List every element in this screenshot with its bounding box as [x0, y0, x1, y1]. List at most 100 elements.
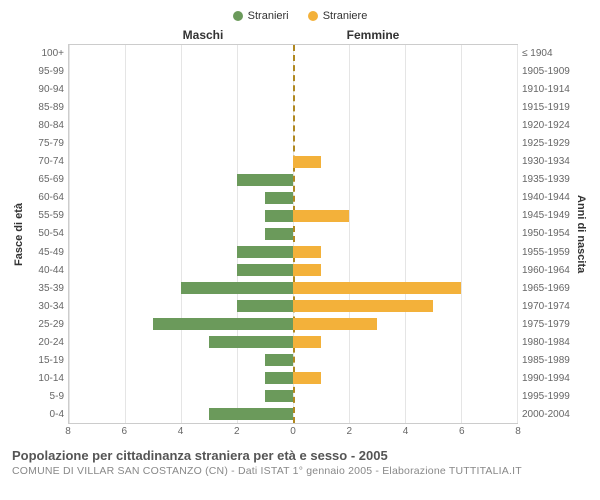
birth-tick: 1925-1929 — [522, 134, 574, 152]
y-ticks-age: 100+95-9990-9485-8980-8475-7970-7465-696… — [26, 44, 68, 424]
birth-tick: 1955-1959 — [522, 243, 574, 261]
circle-icon — [308, 11, 318, 21]
birth-tick: 1980-1984 — [522, 334, 574, 352]
age-tick: 15-19 — [26, 352, 64, 370]
age-tick: 90-94 — [26, 80, 64, 98]
age-tick: 25-29 — [26, 315, 64, 333]
pyramid-row — [69, 207, 517, 225]
age-tick: 0-4 — [26, 406, 64, 424]
pyramid-row — [69, 369, 517, 387]
pyramid-row — [69, 333, 517, 351]
pyramid-row — [69, 225, 517, 243]
age-tick: 35-39 — [26, 279, 64, 297]
legend-female: Straniere — [308, 10, 368, 22]
birth-tick: 2000-2004 — [522, 406, 574, 424]
chart-subtitle: COMUNE DI VILLAR SAN COSTANZO (CN) - Dat… — [12, 465, 588, 477]
bar-male — [237, 246, 293, 258]
birth-tick: 1985-1989 — [522, 352, 574, 370]
plot-area — [68, 44, 518, 424]
caption: Popolazione per cittadinanza straniera p… — [12, 448, 588, 477]
pyramid-row — [69, 99, 517, 117]
legend-male: Stranieri — [233, 10, 289, 22]
legend: Stranieri Straniere — [12, 10, 588, 24]
birth-tick: 1960-1964 — [522, 261, 574, 279]
birth-tick: 1910-1914 — [522, 80, 574, 98]
x-axis: 864202468 — [12, 426, 588, 440]
birth-tick: 1940-1944 — [522, 189, 574, 207]
pyramid-row — [69, 405, 517, 423]
age-tick: 80-84 — [26, 116, 64, 134]
bar-female — [293, 156, 321, 168]
x-tick: 4 — [178, 426, 184, 437]
pyramid-row — [69, 387, 517, 405]
pyramid-row — [69, 351, 517, 369]
x-tick: 4 — [403, 426, 409, 437]
age-tick: 55-59 — [26, 207, 64, 225]
chart-title: Popolazione per cittadinanza straniera p… — [12, 448, 588, 463]
bar-male — [237, 300, 293, 312]
age-tick: 60-64 — [26, 189, 64, 207]
pyramid-row — [69, 189, 517, 207]
bar-female — [293, 336, 321, 348]
age-tick: 70-74 — [26, 153, 64, 171]
birth-tick: 1975-1979 — [522, 315, 574, 333]
bar-male — [209, 408, 293, 420]
bar-female — [293, 210, 349, 222]
bar-male — [265, 228, 293, 240]
age-tick: 45-49 — [26, 243, 64, 261]
bar-female — [293, 246, 321, 258]
age-tick: 100+ — [26, 44, 64, 62]
circle-icon — [233, 11, 243, 21]
y-axis-left-label: Fasce di età — [12, 44, 26, 424]
pyramid-row — [69, 45, 517, 63]
y-ticks-birth: ≤ 19041905-19091910-19141915-19191920-19… — [518, 44, 574, 424]
legend-female-label: Straniere — [323, 10, 368, 22]
bar-male — [265, 210, 293, 222]
age-tick: 30-34 — [26, 297, 64, 315]
birth-tick: 1905-1909 — [522, 62, 574, 80]
age-tick: 20-24 — [26, 334, 64, 352]
pyramid-row — [69, 63, 517, 81]
header-female: Femmine — [288, 28, 518, 42]
x-tick: 6 — [121, 426, 127, 437]
birth-tick: 1935-1939 — [522, 171, 574, 189]
column-headers: Maschi Femmine — [12, 28, 588, 42]
bar-male — [153, 318, 293, 330]
age-tick: 40-44 — [26, 261, 64, 279]
birth-tick: ≤ 1904 — [522, 44, 574, 62]
x-tick: 8 — [65, 426, 71, 437]
birth-tick: 1970-1974 — [522, 297, 574, 315]
bar-female — [293, 372, 321, 384]
birth-tick: 1930-1934 — [522, 153, 574, 171]
header-male: Maschi — [68, 28, 288, 42]
pyramid-row — [69, 135, 517, 153]
pyramid-row — [69, 153, 517, 171]
pyramid-row — [69, 315, 517, 333]
pyramid-row — [69, 81, 517, 99]
bar-male — [265, 390, 293, 402]
age-tick: 85-89 — [26, 98, 64, 116]
gridline — [517, 45, 518, 423]
x-tick: 0 — [290, 426, 296, 437]
bar-male — [237, 174, 293, 186]
bar-male — [181, 282, 293, 294]
birth-tick: 1995-1999 — [522, 388, 574, 406]
bar-male — [265, 192, 293, 204]
bar-female — [293, 318, 377, 330]
x-tick: 2 — [234, 426, 240, 437]
bar-female — [293, 300, 433, 312]
bar-male — [209, 336, 293, 348]
legend-male-label: Stranieri — [248, 10, 289, 22]
age-tick: 75-79 — [26, 134, 64, 152]
y-axis-right-label: Anni di nascita — [574, 44, 588, 424]
age-tick: 50-54 — [26, 225, 64, 243]
pyramid-row — [69, 279, 517, 297]
age-tick: 95-99 — [26, 62, 64, 80]
birth-tick: 1965-1969 — [522, 279, 574, 297]
pyramid-chart: Fasce di età 100+95-9990-9485-8980-8475-… — [12, 44, 588, 424]
bar-male — [265, 372, 293, 384]
pyramid-row — [69, 243, 517, 261]
x-tick: 2 — [346, 426, 352, 437]
bar-female — [293, 264, 321, 276]
x-tick: 6 — [459, 426, 465, 437]
